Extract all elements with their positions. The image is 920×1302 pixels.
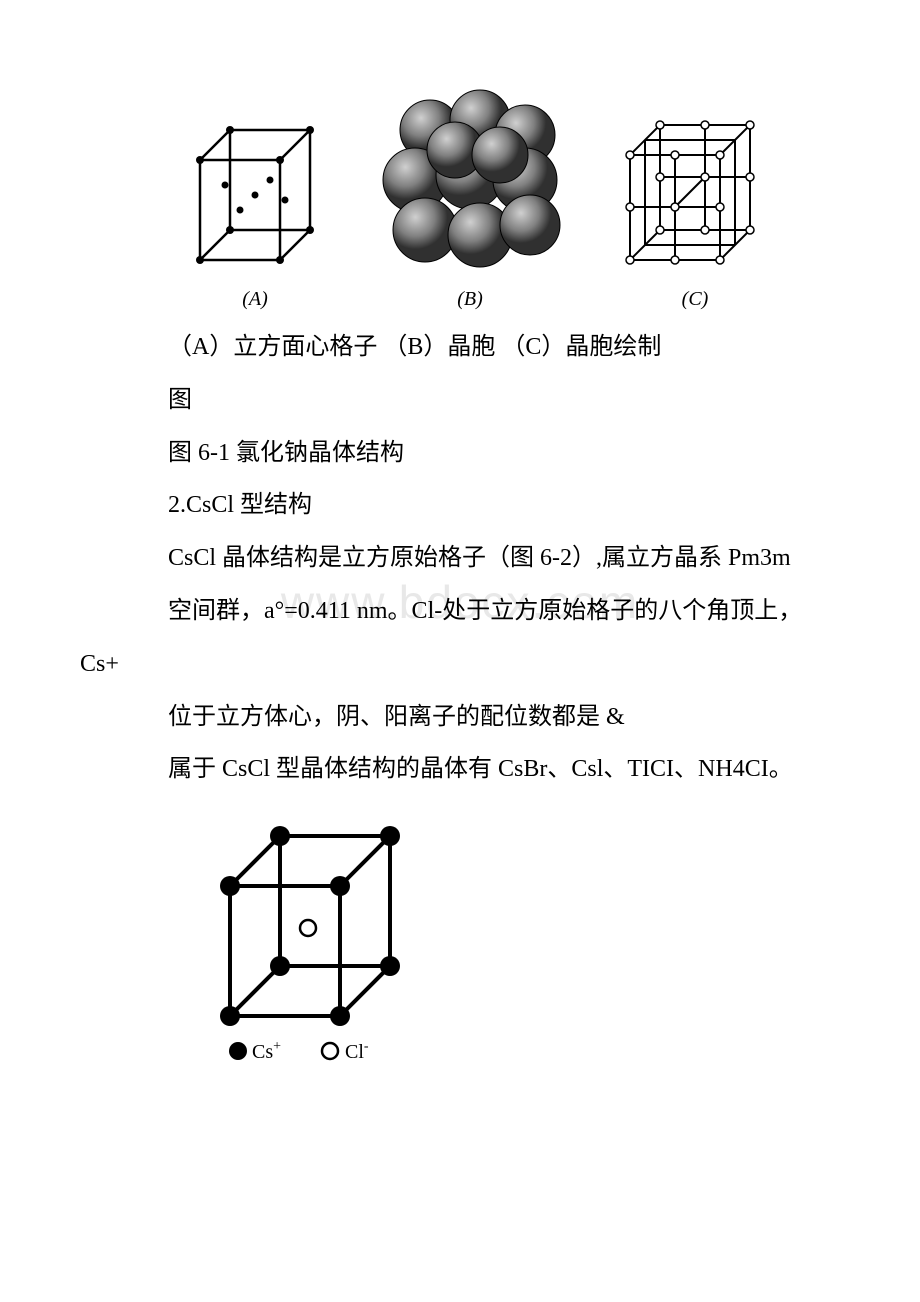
figure-c-label: (C) [682,288,709,311]
cl-label: Cl [345,1041,364,1063]
svg-text:Cs+: Cs+ [252,1039,281,1063]
caption-abc: （A）立方面心格子 （B）晶胞 （C）晶胞绘制 [120,321,840,374]
sphere-packing-icon [370,80,570,280]
cs-label: Cs [252,1041,273,1063]
cscl-line4: 属于 CsCl 型晶体结构的晶体有 CsBr、Csl、TICI、NH4CI。 [120,743,840,796]
figure-c: (C) [610,110,780,311]
cscl-line1: CsCl 晶体结构是立方原始格子（图 6-2）,属立方晶系 Pm3m [120,532,840,585]
cs-sup: + [273,1039,281,1054]
page-content: (A) [80,80,840,1081]
figure-6-1-row: (A) [120,80,840,311]
cscl-line3: 位于立方体心，阴、阳离子的配位数都是 & [120,691,840,744]
unit-cell-draw-icon [610,110,780,280]
figure-a-label: (A) [242,288,268,311]
fcc-lattice-icon [180,110,330,280]
cscl-structure-icon: Cs+ Cl- [200,816,430,1076]
svg-text:Cl-: Cl- [345,1039,369,1063]
caption-tu: 图 [120,374,840,427]
cscl-line2b: Cs+ [80,638,840,691]
figure-a: (A) [180,110,330,311]
figure-b-label: (B) [457,288,483,311]
fig-6-1-title: 图 6-1 氯化钠晶体结构 [120,427,840,480]
cl-sup: - [364,1039,369,1054]
cscl-line2a: 空间群，a°=0.411 nm。Cl-处于立方原始格子的八个角顶上， [120,585,840,638]
section-2-heading: 2.CsCl 型结构 [120,479,840,532]
figure-b: (B) [370,80,570,311]
figure-6-2: Cs+ Cl- [200,816,840,1081]
